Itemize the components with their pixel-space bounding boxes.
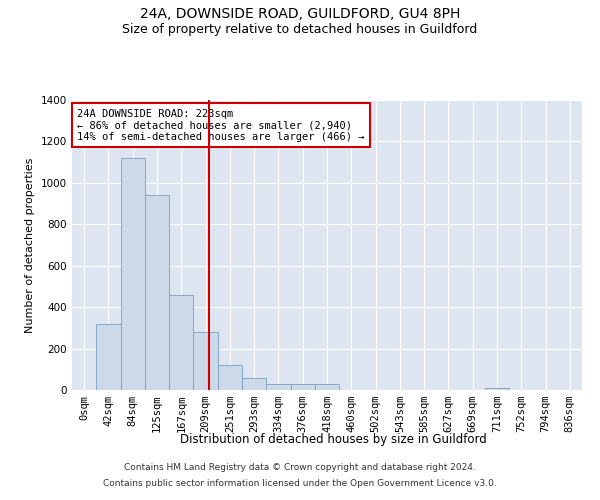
Bar — [169, 294, 193, 390]
Text: Distribution of detached houses by size in Guildford: Distribution of detached houses by size … — [179, 432, 487, 446]
Bar — [218, 365, 242, 390]
Bar — [145, 196, 169, 390]
Bar — [485, 388, 509, 390]
Text: 24A, DOWNSIDE ROAD, GUILDFORD, GU4 8PH: 24A, DOWNSIDE ROAD, GUILDFORD, GU4 8PH — [140, 8, 460, 22]
Bar — [315, 384, 339, 390]
Bar — [266, 384, 290, 390]
Bar — [242, 378, 266, 390]
Y-axis label: Number of detached properties: Number of detached properties — [25, 158, 35, 332]
Text: Contains HM Land Registry data © Crown copyright and database right 2024.: Contains HM Land Registry data © Crown c… — [124, 464, 476, 472]
Text: Contains public sector information licensed under the Open Government Licence v3: Contains public sector information licen… — [103, 478, 497, 488]
Bar — [290, 384, 315, 390]
Bar — [193, 332, 218, 390]
Bar — [96, 324, 121, 390]
Text: Size of property relative to detached houses in Guildford: Size of property relative to detached ho… — [122, 22, 478, 36]
Bar — [121, 158, 145, 390]
Text: 24A DOWNSIDE ROAD: 223sqm
← 86% of detached houses are smaller (2,940)
14% of se: 24A DOWNSIDE ROAD: 223sqm ← 86% of detac… — [77, 108, 365, 142]
